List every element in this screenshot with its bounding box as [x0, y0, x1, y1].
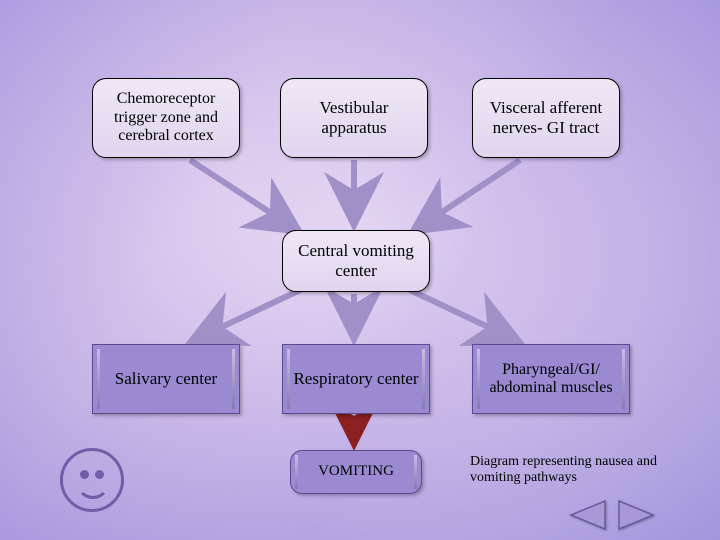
node-pharyngeal-muscles: Pharyngeal/GI/ abdominal muscles	[472, 344, 630, 414]
diagram-caption: Diagram representing nausea and vomiting…	[470, 454, 670, 486]
node-salivary-center: Salivary center	[92, 344, 240, 414]
smiley-icon	[60, 448, 124, 512]
edge	[410, 290, 520, 342]
edge	[190, 290, 300, 342]
node-chemoreceptor: Chemoreceptor trigger zone and cerebral …	[92, 78, 240, 158]
edge	[412, 160, 520, 232]
prev-button[interactable]	[566, 498, 608, 532]
node-vomiting: VOMITING	[290, 450, 422, 494]
node-vestibular: Vestibular apparatus	[280, 78, 428, 158]
triangle-left-icon	[567, 499, 607, 531]
node-visceral: Visceral afferent nerves- GI tract	[472, 78, 620, 158]
diagram-stage: Chemoreceptor trigger zone and cerebral …	[0, 0, 720, 540]
node-respiratory-center: Respiratory center	[282, 344, 430, 414]
node-central-vomiting-center: Central vomiting center	[282, 230, 430, 292]
triangle-right-icon	[617, 499, 657, 531]
edge	[190, 160, 300, 232]
next-button[interactable]	[616, 498, 658, 532]
